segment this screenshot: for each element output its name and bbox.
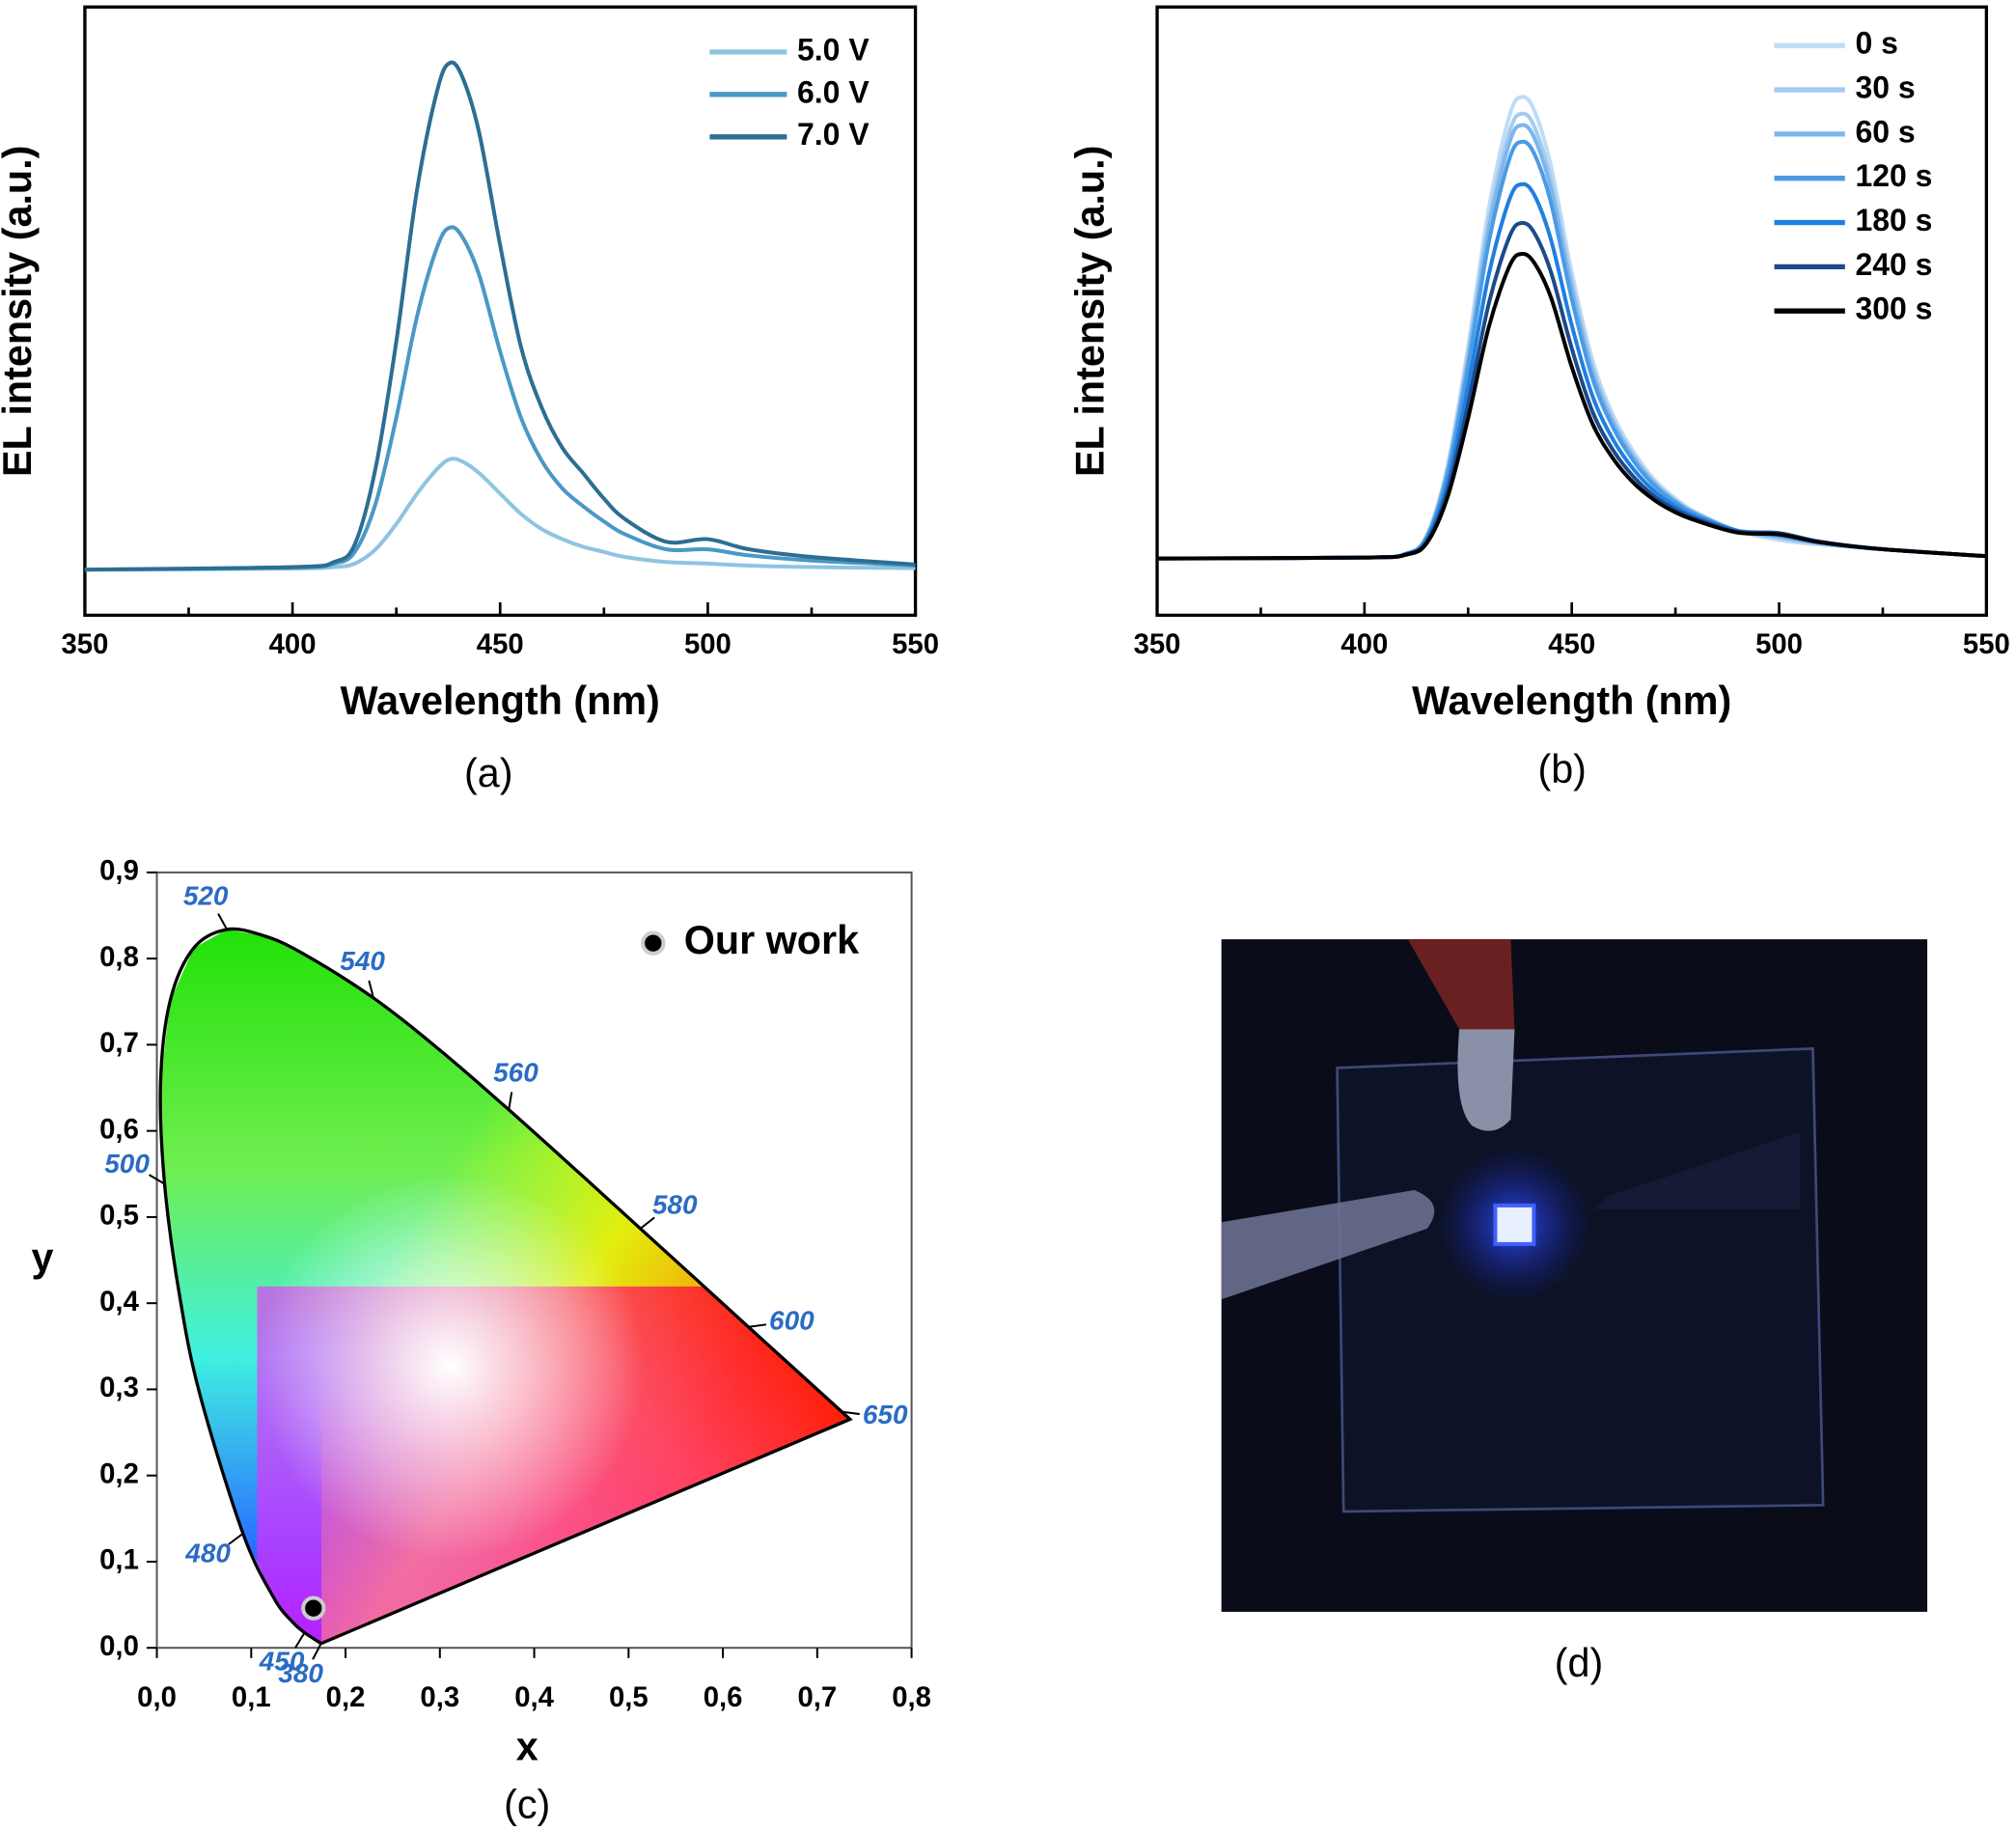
x-tick-label: 350 [61,628,108,660]
y-tick-label: 0,4 [99,1286,139,1318]
line-series [1157,252,1987,561]
x-tick-label: 0,7 [797,1681,837,1713]
x-axis-label: Wavelength (nm) [341,679,660,723]
x-tick-label: 0,6 [704,1681,743,1713]
x-tick-label: 350 [1134,628,1181,660]
y-tick-label: 0,9 [99,855,139,887]
legend-label: 6.0 V [797,74,870,109]
y-tick-label: 0,5 [99,1200,139,1232]
wavelength-label: 500 [104,1149,150,1179]
wavelength-label: 580 [652,1189,698,1219]
x-tick-label: 500 [684,628,732,660]
x-tick-label: 450 [477,628,524,660]
legend-label: 240 s [1855,247,1932,282]
y-tick-label: 0,0 [99,1630,139,1662]
panel: (b) Wavelength (nm) EL intensity (a.u.) 350… [1067,5,2010,791]
y-tick-label: 0,2 [99,1457,139,1489]
locus-tick [842,1410,860,1416]
y-tick-label: 0,1 [99,1544,139,1576]
y-axis-label: y [31,1235,53,1280]
caption: (a) [464,751,512,795]
photo-caption: (d) [1555,1641,1603,1685]
wavelength-label: 540 [340,946,385,976]
legend-label: 5.0 V [797,32,870,67]
locus-tick [508,1092,513,1110]
wavelength-label: 380 [278,1658,323,1688]
x-tick-label: 500 [1755,628,1803,660]
wavelength-label: 650 [863,1400,908,1429]
legend-label: 180 s [1855,203,1932,237]
plot-frame [83,5,918,618]
x-tick-label: 550 [892,628,939,660]
y-tick-label: 0,7 [99,1027,139,1059]
wavelength-label: 480 [184,1539,231,1568]
point [301,1595,326,1621]
chromaticity-fill [160,929,850,1644]
panel: (a) Wavelength (nm) EL intensity (a.u.) 350… [0,5,939,795]
locus-tick [748,1323,767,1328]
x-axis-label: x [516,1724,539,1768]
legend-label: 60 s [1855,114,1915,149]
x-tick-label: 0,8 [892,1681,931,1713]
line-series [84,225,916,572]
legend-label: Our work [684,918,859,962]
line-series [84,457,916,572]
y-axis-label: EL intensity (a.u.) [1067,146,1112,477]
legend-label: 300 s [1855,291,1932,326]
legend-label: 30 s [1855,69,1915,104]
locus-tick [228,1532,244,1545]
x-tick-label: 400 [269,628,317,660]
x-tick-label: 0,5 [609,1681,649,1713]
legend-label: 120 s [1855,158,1932,193]
locus-tick [639,1216,655,1230]
legend-label: 7.0 V [797,117,870,152]
locus-tick [294,1631,306,1649]
legend-marker [641,930,666,956]
wavelength-label: 450 [259,1647,305,1677]
spectral-locus [158,927,853,1646]
x-tick-label: 0,1 [232,1681,271,1713]
locus-tick [368,980,374,999]
x-tick-label: 450 [1548,628,1595,660]
locus-tick [217,913,229,930]
wavelength-label: 520 [183,881,229,911]
y-axis-label: EL intensity (a.u.) [0,146,40,477]
x-axis-label: Wavelength (nm) [1412,679,1731,723]
photo: (d) [1221,939,1928,1685]
locus-tick [312,1643,322,1660]
x-tick-label: 400 [1340,628,1388,660]
x-tick-label: 550 [1963,628,2010,660]
x-tick-label: 0,2 [326,1681,366,1713]
locus-tick [148,1174,166,1185]
y-tick-label: 0,3 [99,1372,139,1403]
x-tick-label: 0,0 [137,1681,177,1713]
legend-label: 0 s [1855,26,1897,61]
x-tick-label: 0,3 [420,1681,459,1713]
caption: (c) [504,1782,550,1826]
line-series [84,60,916,572]
y-tick-label: 0,8 [99,941,139,973]
caption: (b) [1537,747,1586,791]
wavelength-label: 560 [493,1057,539,1087]
wavelength-label: 600 [769,1305,815,1335]
y-tick-label: 0,6 [99,1113,139,1145]
x-tick-label: 0,4 [514,1681,554,1713]
